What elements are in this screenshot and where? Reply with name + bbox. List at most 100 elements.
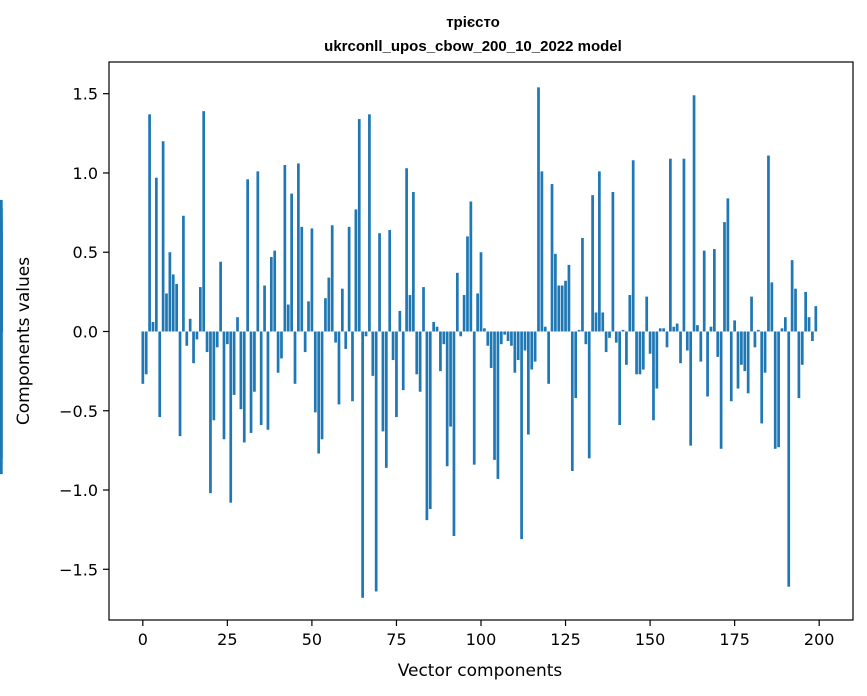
bar-25: [226, 331, 229, 345]
bar-199: [814, 306, 818, 332]
bar-193: [794, 288, 797, 332]
bar-160: [682, 158, 686, 332]
bar-144: [628, 295, 632, 332]
bar-105: [496, 331, 500, 479]
bar-29: [239, 331, 243, 410]
bar-75: [395, 331, 398, 418]
bar-195: [800, 331, 804, 365]
bar-178: [743, 331, 747, 372]
bar-28: [236, 317, 239, 332]
bar-148: [641, 331, 645, 370]
bar-168: [709, 326, 713, 332]
bar-100: [479, 252, 483, 332]
x-tick-label: 200: [804, 630, 835, 649]
bar-143: [625, 331, 628, 365]
bar-172: [723, 222, 726, 332]
bar-166: [702, 250, 706, 332]
bar-169: [712, 249, 716, 332]
bar-39: [273, 250, 277, 332]
bar-58: [337, 331, 341, 405]
bar-20: [209, 331, 212, 494]
bar-60: [344, 331, 348, 349]
bar-3: [151, 321, 155, 332]
bar-140: [614, 331, 618, 343]
bar-117: [537, 87, 540, 332]
bar-76: [398, 310, 402, 332]
bar-106: [499, 331, 503, 345]
bar-9: [171, 274, 175, 332]
bar-63: [354, 209, 358, 332]
bar-174: [729, 331, 733, 402]
bar-187: [773, 331, 777, 449]
bar-173: [726, 198, 730, 332]
bar-0: [141, 331, 145, 384]
bar-107: [503, 331, 507, 335]
y-tick-label: −1.5: [59, 560, 98, 579]
bar-156: [669, 158, 672, 332]
bar-179: [746, 331, 750, 394]
bar-196: [804, 291, 808, 332]
bar-152: [655, 331, 659, 389]
bar-125: [564, 280, 567, 332]
bar-158: [675, 323, 679, 332]
bar-35: [259, 331, 263, 426]
bar-139: [611, 191, 615, 332]
bar-198: [811, 331, 814, 341]
bar-177: [740, 331, 743, 365]
bar-62: [351, 331, 354, 402]
bar-171: [719, 331, 723, 449]
bar-78: [405, 168, 408, 332]
bar-92: [452, 331, 456, 536]
bar-163: [692, 95, 696, 332]
chart-title: трієсто: [446, 14, 500, 31]
bar-53: [320, 331, 324, 440]
bar-131: [584, 331, 588, 345]
bar-54: [324, 298, 327, 332]
bar-12: [182, 215, 185, 332]
bar-165: [699, 331, 703, 362]
bar-191: [787, 331, 791, 587]
bar-85: [428, 331, 432, 510]
x-tick-label: 150: [635, 630, 666, 649]
x-axis-label: Vector components: [398, 661, 563, 681]
bar-147: [638, 331, 642, 375]
bar-90: [445, 331, 449, 467]
bar-69: [374, 331, 378, 592]
bar-124: [560, 285, 564, 332]
bar-67: [368, 114, 371, 332]
bar-83: [422, 287, 425, 332]
bar-190: [784, 317, 787, 332]
bar-57: [334, 331, 337, 343]
bar-61: [347, 226, 351, 332]
bar-128: [574, 331, 578, 399]
bar-56: [330, 225, 334, 332]
x-tick-label: 0: [138, 630, 148, 649]
bar-74: [391, 331, 395, 361]
bar-26: [229, 331, 233, 503]
bar-45: [293, 331, 297, 384]
bar-136: [601, 312, 605, 332]
y-tick-label: 0.0: [73, 322, 98, 341]
bar-81: [415, 331, 419, 375]
bar-161: [685, 331, 689, 351]
bar-167: [706, 331, 709, 397]
bar-88: [439, 331, 442, 372]
bar-40: [276, 331, 280, 373]
bar-1: [144, 331, 148, 375]
bar-155: [665, 331, 669, 348]
bar-138: [608, 331, 611, 338]
bar-undefined: [0, 266, 3, 332]
bar-91: [449, 331, 452, 427]
bar-120: [547, 331, 550, 384]
bar-70: [378, 233, 381, 332]
bar-122: [554, 253, 557, 332]
bar-48: [303, 331, 307, 353]
bar-141: [618, 331, 622, 426]
bar-181: [753, 331, 757, 348]
y-axis-label: Components values: [14, 257, 34, 425]
bar-189: [780, 328, 784, 332]
bar-77: [401, 331, 405, 391]
bar-undefined: [0, 331, 3, 459]
bar-114: [526, 331, 530, 435]
